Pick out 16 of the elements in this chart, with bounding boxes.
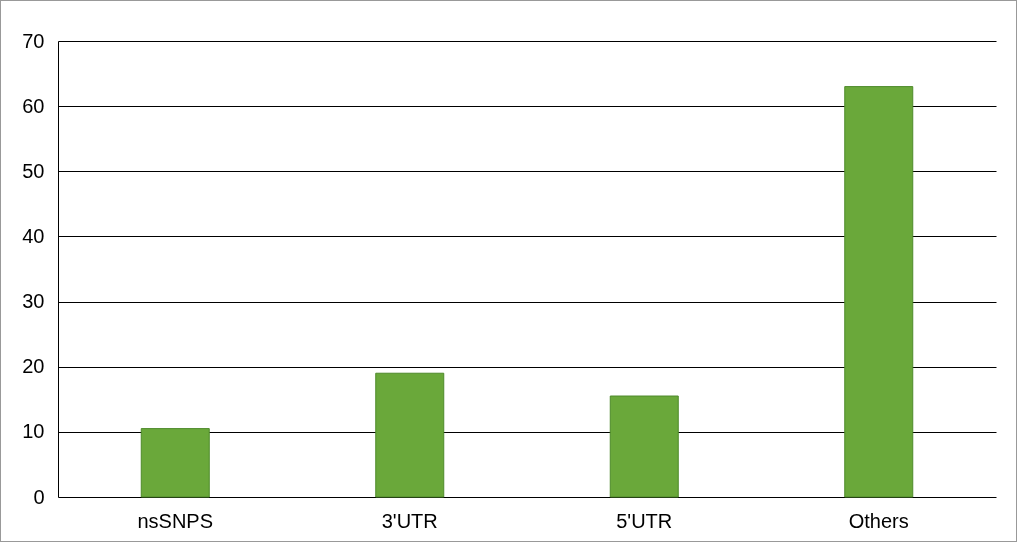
y-tick-label: 10 [22, 420, 45, 443]
bar [140, 428, 210, 498]
y-tick-label: 60 [22, 94, 45, 117]
y-tick-label: 50 [22, 159, 45, 182]
y-tick-label: 70 [22, 29, 45, 52]
x-tick-label: nsSNPS [137, 509, 214, 532]
x-tick-label: Others [848, 509, 909, 532]
x-tick-label: 5'UTR [616, 509, 673, 532]
y-tick-label: 40 [22, 224, 45, 247]
x-tick-label: 3'UTR [381, 509, 438, 532]
bar [375, 372, 445, 498]
y-tick-label: 0 [33, 485, 45, 508]
y-tick-label: 20 [22, 355, 45, 378]
bar [609, 395, 679, 498]
bar [844, 86, 914, 498]
y-tick-label: 30 [22, 290, 45, 313]
